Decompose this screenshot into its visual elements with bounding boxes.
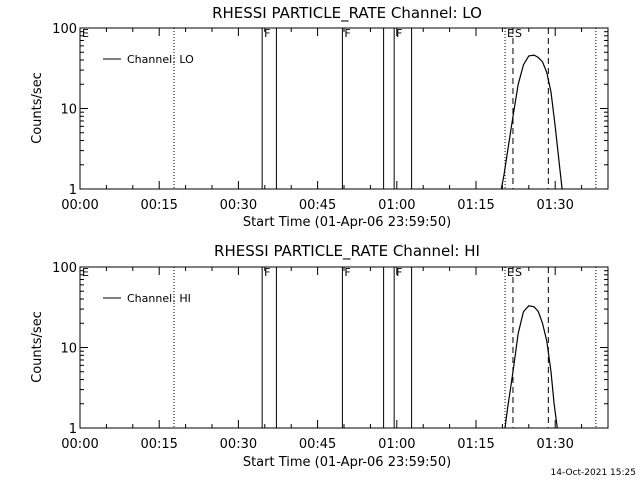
- x-tick-label: 00:00: [61, 437, 98, 452]
- legend: Channel: LO: [103, 53, 194, 66]
- axis-ticks: 00:00 00:15 00:30 00:45 01:00 01:15 01:30 1 10 10…: [52, 22, 608, 213]
- chart-panel-lo: RHESSI PARTICLE_RATE Channel: LO Start T…: [30, 4, 609, 230]
- x-tick-label: 00:15: [140, 437, 177, 452]
- marker-label: S: [515, 266, 522, 279]
- y-tick-label: 1: [69, 183, 77, 198]
- data-series: [504, 305, 558, 429]
- x-axis-label: Start Time (01-Apr-06 23:59:50): [243, 215, 451, 230]
- marker-label: F: [344, 27, 350, 40]
- chart-title: RHESSI PARTICLE_RATE Channel: LO: [212, 4, 482, 23]
- marker-label: S: [515, 27, 522, 40]
- x-tick-label: 01:15: [457, 437, 494, 452]
- legend: Channel: HI: [103, 292, 191, 305]
- x-tick-label: 00:45: [299, 198, 336, 213]
- y-tick-label: 10: [60, 103, 77, 118]
- series-line: [504, 305, 558, 429]
- y-axis-label: Counts/sec: [30, 72, 45, 144]
- marker-label: E: [82, 27, 89, 40]
- marker-label: E: [82, 266, 89, 279]
- chart-panel-hi: RHESSI PARTICLE_RATE Channel: HI Start T…: [30, 242, 609, 470]
- legend-entry: Channel: LO: [127, 53, 194, 66]
- x-tick-label: 01:15: [457, 198, 494, 213]
- axis-ticks: 00:00 00:15 00:30 00:45 01:00 01:15 01:30 1 10 10…: [52, 261, 608, 452]
- x-axis-label: Start Time (01-Apr-06 23:59:50): [243, 455, 451, 470]
- marker-label: F: [264, 266, 270, 279]
- footer-timestamp: 14-Oct-2021 15:25: [551, 468, 636, 478]
- marker-label: F: [264, 27, 270, 40]
- x-tick-label: 01:30: [536, 437, 573, 452]
- x-tick-label: 01:00: [378, 198, 415, 213]
- y-tick-label: 100: [52, 261, 77, 276]
- y-tick-label: 10: [60, 342, 77, 357]
- y-tick-label: 1: [69, 422, 77, 437]
- y-tick-label: 100: [52, 22, 77, 37]
- x-tick-label: 00:30: [220, 198, 257, 213]
- marker-label: F: [396, 266, 402, 279]
- x-tick-label: 01:30: [536, 198, 573, 213]
- x-tick-label: 00:00: [61, 198, 98, 213]
- data-series: [500, 54, 563, 190]
- series-line: [500, 54, 563, 190]
- y-axis-label: Counts/sec: [30, 311, 45, 383]
- marker-label: E: [507, 266, 514, 279]
- x-tick-label: 00:45: [299, 437, 336, 452]
- x-tick-label: 00:15: [140, 198, 177, 213]
- x-tick-label: 00:30: [220, 437, 257, 452]
- marker-label: E: [507, 27, 514, 40]
- marker-label: F: [396, 27, 402, 40]
- marker-label: F: [344, 266, 350, 279]
- chart-title: RHESSI PARTICLE_RATE Channel: HI: [214, 242, 480, 261]
- x-tick-label: 01:00: [378, 437, 415, 452]
- legend-entry: Channel: HI: [127, 292, 191, 305]
